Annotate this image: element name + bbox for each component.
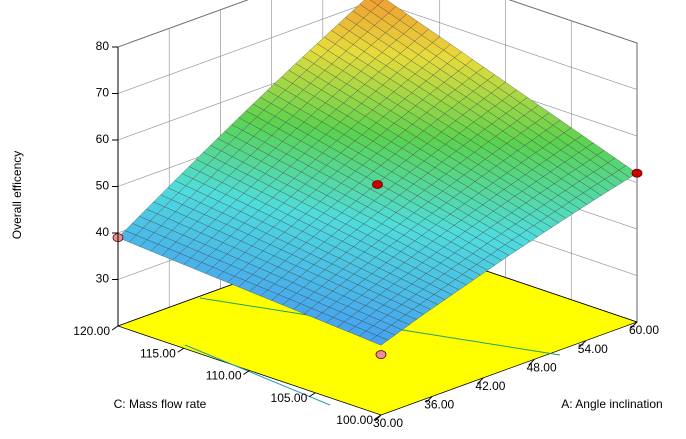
- design-point: [372, 180, 383, 189]
- surface-patch: [203, 110, 313, 186]
- z-tick-label: 30: [96, 272, 110, 286]
- y-tick: [308, 392, 316, 398]
- y-tick-label: 110.00: [206, 369, 242, 383]
- x-tick-label: 60.00: [629, 323, 659, 337]
- surface-patch: [334, 182, 444, 252]
- design-point: [631, 168, 643, 178]
- z-axis-title: Overall efficency: [10, 151, 24, 239]
- surface-patch: [288, 30, 398, 110]
- x-tick-label: 36.00: [424, 398, 454, 412]
- x-tick-label: 48.00: [527, 360, 557, 374]
- surface-patch: [117, 194, 227, 265]
- x-tick: [425, 396, 433, 403]
- contour: [184, 344, 331, 406]
- x-tick: [528, 358, 535, 366]
- y-tick: [374, 414, 382, 420]
- z-tick-label: 50: [96, 179, 110, 193]
- surface-patch: [377, 148, 487, 220]
- z-tick-label: 40: [96, 225, 110, 239]
- y-tick: [177, 347, 185, 353]
- x-tick: [630, 321, 638, 329]
- y-tick: [243, 370, 250, 375]
- x-tick: [579, 340, 587, 347]
- x-tick-label: 30.00: [373, 416, 403, 430]
- z-tick-label: 80: [96, 39, 110, 53]
- surface-patch: [462, 82, 572, 158]
- y-tick: [111, 325, 119, 331]
- y-tick-label: 100.00: [336, 413, 373, 427]
- surface-patch: [160, 152, 270, 225]
- design-point: [375, 350, 387, 359]
- surface-patch: [485, 157, 595, 228]
- x-tick: [477, 377, 484, 385]
- surface-patch: [357, 251, 467, 315]
- surface-patch: [226, 185, 336, 255]
- surface-patch: [245, 69, 355, 148]
- surface-patch: [528, 127, 638, 201]
- surface-patch: [249, 254, 359, 319]
- y-axis-title: C: Mass flow rate: [114, 397, 207, 411]
- surface-patch: [268, 146, 378, 219]
- surface-patch: [354, 72, 464, 150]
- x-tick-label: 54.00: [578, 342, 608, 356]
- surface-patch: [396, 36, 506, 116]
- surface-patch: [331, 0, 440, 73]
- surface-patch: [314, 284, 424, 346]
- surface-patch: [400, 219, 510, 286]
- surface-patch: [311, 109, 421, 184]
- surface-patch: [419, 114, 529, 189]
- grid-line: [117, 0, 638, 48]
- z-tick-label: 60: [96, 132, 110, 146]
- y-tick-label: 120.00: [73, 324, 110, 338]
- z-tick-label: 70: [96, 86, 110, 100]
- x-axis-title: A: Angle inclination: [561, 397, 662, 411]
- surface-patch: [291, 218, 401, 285]
- y-tick-label: 115.00: [140, 346, 176, 360]
- x-tick-label: 42.00: [475, 379, 505, 393]
- y-tick-label: 105.00: [271, 391, 308, 405]
